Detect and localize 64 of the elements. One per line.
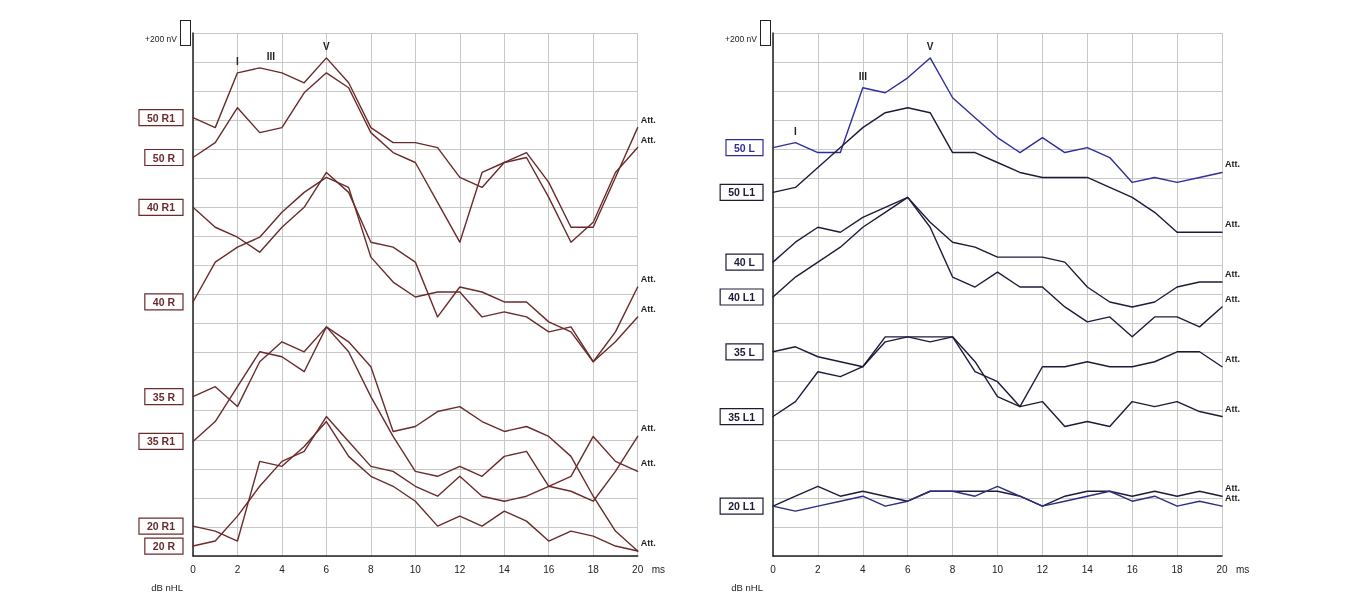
x-tick-label: 4 [279, 563, 286, 575]
annotation: V [926, 41, 934, 53]
x-tick-label: 8 [368, 563, 375, 575]
annotation: Att. [1225, 353, 1240, 364]
annotation: Att. [640, 134, 656, 145]
x-tick-label: 10 [991, 563, 1004, 575]
x-tick-label: 4 [860, 563, 867, 575]
x-tick-label: 8 [949, 563, 956, 575]
legend-label: 20 R [152, 540, 176, 553]
x-tick-label: 14 [498, 563, 511, 575]
x-tick-label: 18 [587, 563, 600, 575]
series-label: 35 L [733, 345, 756, 358]
annotation: Att. [1225, 293, 1240, 304]
x-tick-label: 2 [815, 563, 822, 575]
annotation: I [236, 56, 240, 68]
series-label: 40 L1 [728, 290, 756, 303]
x-tick-label: 10 [409, 563, 422, 575]
x-tick-label: 0 [770, 563, 777, 575]
series-label: 35 R [152, 390, 176, 403]
annotation: V [323, 41, 331, 53]
y-axis-title: dB nHL [151, 581, 183, 593]
x-tick-label: 12 [454, 563, 466, 575]
annotation: Att. [640, 274, 656, 285]
x-tick-label: 16 [1126, 563, 1139, 575]
x-tick-label: 14 [1081, 563, 1094, 575]
series-label: 40 R [152, 295, 176, 308]
series-label: 35 L1 [728, 410, 756, 423]
annotation: Att. [1225, 403, 1240, 414]
series-label: 35 R1 [146, 435, 176, 448]
series-label: 50 L [733, 141, 756, 154]
x-tick-label: 6 [323, 563, 330, 575]
x-axis-title: ms [651, 563, 666, 575]
annotation: Att. [640, 114, 656, 125]
text: +200 nV [145, 34, 178, 44]
text: +200 nV [725, 34, 758, 44]
y-axis-title: dB nHL [731, 581, 763, 593]
annotation: III [858, 71, 868, 83]
annotation: Att. [1225, 269, 1240, 280]
annotation: Att. [640, 458, 656, 469]
series-label: 50 R [152, 151, 176, 164]
annotation: III [266, 51, 276, 63]
annotation: Att. [1225, 493, 1240, 504]
series-label: 40 L [733, 256, 756, 269]
x-tick-label: 6 [904, 563, 911, 575]
annotation: Att. [640, 423, 656, 434]
x-tick-label: 16 [543, 563, 555, 575]
x-tick-label: 20 [1216, 563, 1228, 575]
annotation: Att. [1225, 159, 1240, 170]
series-label: 40 R1 [146, 201, 176, 214]
series-label: 50 R1 [146, 111, 176, 124]
x-tick-label: 20 [632, 563, 644, 575]
x-axis-title: ms [1236, 563, 1250, 575]
x-tick-label: 2 [234, 563, 241, 575]
annotation: Att. [640, 303, 656, 314]
x-tick-label: 12 [1036, 563, 1049, 575]
annotation: Att. [1225, 483, 1240, 494]
series-label: 50 L1 [728, 186, 756, 199]
x-tick-label: 0 [190, 563, 197, 575]
x-tick-label: 18 [1171, 563, 1184, 575]
annotation: Att. [640, 538, 656, 549]
annotation: Att. [1225, 219, 1240, 230]
annotation: I [794, 126, 798, 138]
series-label: 20 R1 [146, 520, 176, 533]
series-label: 20 L1 [728, 500, 756, 513]
